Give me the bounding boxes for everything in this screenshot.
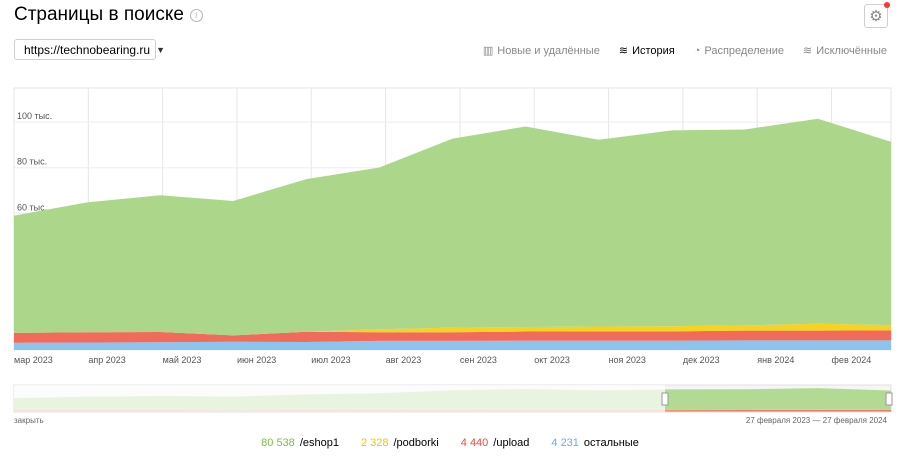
info-icon[interactable]: i	[189, 8, 203, 22]
tab-history[interactable]: ≋ История	[618, 44, 675, 58]
legend-item-upload[interactable]: 4 440/upload	[461, 437, 530, 449]
legend-value: 2 328	[360, 437, 389, 449]
navigator-handle[interactable]	[885, 392, 893, 406]
settings-button[interactable]: ⚙	[864, 2, 890, 28]
navigator-mask	[14, 385, 665, 412]
date-range-label: 27 февраля 2023 — 27 февраля 2024	[745, 416, 887, 425]
notification-dot	[884, 2, 890, 8]
tab-label: Исключённые	[816, 44, 887, 57]
gear-icon: ⚙	[869, 8, 883, 25]
tab-distribution[interactable]: ◔ Распределение	[694, 44, 784, 57]
tab-label: Новые и удалённые	[497, 44, 600, 57]
series-area	[14, 330, 891, 343]
x-tick-label: авг 2023	[386, 355, 422, 365]
tab-excluded[interactable]: ≋ Исключённые	[802, 44, 887, 58]
tab-label: История	[632, 44, 675, 57]
x-tick-label: мар 2023	[14, 355, 53, 365]
series-area	[14, 340, 891, 350]
x-tick-label: ноя 2023	[609, 355, 646, 365]
legend-item-other[interactable]: 4 231 остальные	[551, 437, 638, 449]
x-tick-label: фев 2024	[832, 355, 872, 365]
legend-item-podborki[interactable]: 2 328/podborki	[361, 437, 439, 449]
legend-value: 4 231	[551, 437, 579, 449]
y-tick-label: 60 тыс.	[17, 202, 47, 212]
x-tick-label: янв 2024	[757, 355, 794, 365]
y-tick-label: 100 тыс.	[17, 111, 52, 121]
x-tick-label: дек 2023	[683, 355, 720, 365]
legend-label: /upload	[493, 437, 530, 449]
x-tick-label: апр 2023	[88, 355, 125, 365]
history-icon: ≋	[618, 45, 629, 57]
view-tabs: ▥ Новые и удалённые ≋ История ◔ Распреде…	[482, 44, 887, 58]
site-select[interactable]: https://technobearing.ru ▼	[14, 39, 165, 60]
legend-label: /eshop1	[299, 437, 339, 449]
legend: 80 538/eshop1 2 328/podborki 4 440/uploa…	[0, 437, 900, 449]
legend-label: остальные	[583, 437, 639, 449]
legend-item-eshop1[interactable]: 80 538/eshop1	[261, 437, 339, 449]
x-tick-label: июл 2023	[311, 355, 350, 365]
x-tick-label: май 2023	[163, 355, 202, 365]
pie-icon: ◔	[693, 44, 701, 57]
bars-icon: ▥	[482, 45, 494, 57]
tab-new-deleted[interactable]: ▥ Новые и удалённые	[482, 44, 600, 58]
legend-value: 80 538	[261, 437, 295, 449]
history-chart: мар 2023 апр 2023 май 2023 июн 2023 июл 2023…	[13, 87, 893, 413]
navigator-handle[interactable]	[661, 392, 669, 406]
series-area	[14, 118, 891, 336]
x-tick-label: сен 2023	[460, 355, 497, 365]
tab-label: Распределение	[704, 44, 784, 57]
close-link[interactable]: закрыть	[14, 416, 44, 425]
chevron-down-icon: ▼	[156, 44, 166, 55]
y-tick-label: 80 тыс.	[17, 157, 47, 167]
page-title: Страницы в поиске i	[14, 4, 203, 26]
page-title-text: Страницы в поиске	[14, 4, 184, 25]
x-tick-label: окт 2023	[534, 355, 570, 365]
legend-value: 4 440	[460, 437, 489, 449]
x-tick-label: июн 2023	[237, 355, 276, 365]
site-select-value: https://technobearing.ru	[24, 42, 151, 57]
excluded-icon: ≋	[802, 45, 813, 57]
legend-label: /podborki	[393, 437, 439, 449]
series-area	[14, 323, 891, 336]
